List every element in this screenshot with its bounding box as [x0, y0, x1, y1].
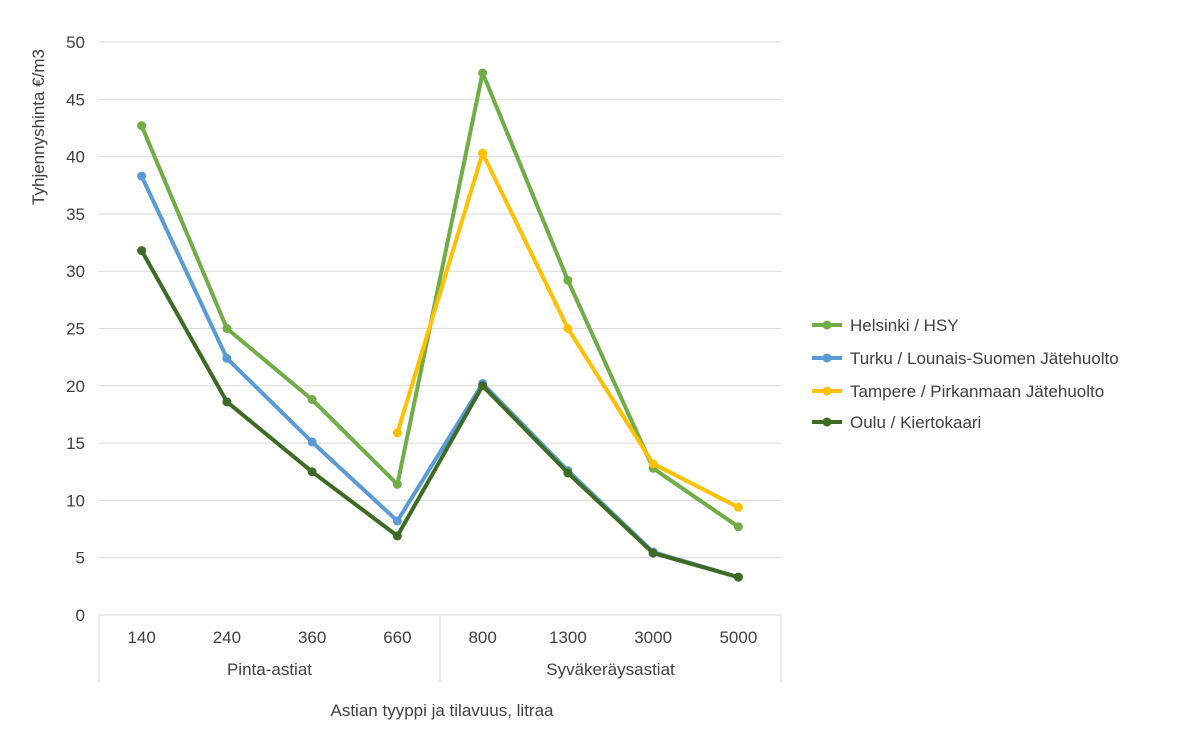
- series-line: [139, 70, 741, 529]
- data-point: [392, 516, 402, 526]
- data-point: [137, 121, 147, 131]
- data-point: [222, 353, 232, 363]
- legend-label: Tampere / Pirkanmaan Jätehuolto: [850, 382, 1104, 401]
- data-point: [563, 468, 573, 478]
- data-point: [648, 548, 658, 558]
- y-tick-label: 45: [66, 90, 85, 109]
- data-point: [392, 531, 402, 541]
- x-tick-label: 240: [213, 628, 241, 647]
- data-point: [222, 397, 232, 407]
- data-point: [733, 572, 743, 582]
- data-point: [478, 148, 488, 158]
- x-axis: 140 240 360 660 800 1300 3000 5000 Pinta-astiat S…: [98, 615, 782, 683]
- series-helsinki-hsy: [137, 68, 743, 532]
- series-lines: [137, 68, 743, 582]
- y-tick-label: 5: [76, 549, 85, 568]
- data-point: [563, 275, 573, 285]
- data-point: [733, 502, 743, 512]
- x-group-label: Syväkeräysastiat: [546, 660, 675, 679]
- legend-label: Oulu / Kiertokaari: [850, 413, 981, 432]
- series-oulu-kiertokaari: [137, 246, 743, 582]
- x-tick-label: 140: [127, 628, 155, 647]
- legend: Helsinki / HSY Turku / Lounais-Suomen Jät…: [812, 316, 1119, 432]
- y-tick-label: 20: [66, 377, 85, 396]
- x-group-label: Pinta-astiat: [227, 660, 312, 679]
- gridlines: [99, 41, 781, 616]
- y-axis-ticks: 0 5 10 15 20 25 30 35 40 45 50: [66, 33, 85, 625]
- data-point: [733, 522, 743, 532]
- data-point: [137, 246, 147, 256]
- x-tick-label: 660: [383, 628, 411, 647]
- data-point: [222, 324, 232, 333]
- data-point: [478, 68, 488, 78]
- y-tick-label: 25: [66, 320, 85, 339]
- y-tick-label: 0: [76, 606, 85, 625]
- x-tick-label: 1300: [549, 628, 587, 647]
- y-tick-label: 10: [66, 491, 85, 510]
- legend-swatch-marker: [822, 320, 832, 330]
- legend-swatch-marker: [822, 386, 832, 396]
- data-point: [307, 395, 317, 405]
- series-line: [139, 174, 741, 580]
- data-point: [392, 428, 402, 438]
- legend-swatch-marker: [822, 353, 832, 363]
- data-point: [478, 381, 488, 391]
- x-axis-label: Astian tyyppi ja tilavuus, litraa: [331, 701, 555, 720]
- x-tick-label: 360: [298, 628, 326, 647]
- y-tick-label: 40: [66, 148, 85, 167]
- data-point: [307, 467, 317, 477]
- series-tampere-pirkanmaan-jätehuolto: [392, 148, 743, 512]
- data-point: [392, 479, 402, 489]
- y-tick-label: 50: [66, 33, 85, 52]
- data-point: [137, 171, 147, 181]
- y-tick-label: 35: [66, 205, 85, 224]
- y-axis-label: Tyhjennyshinta €/m3: [29, 49, 48, 205]
- y-tick-label: 30: [66, 262, 85, 281]
- legend-label: Helsinki / HSY: [850, 316, 959, 335]
- legend-swatch-marker: [822, 417, 832, 427]
- series-turku-lounais-suomen-jätehuolto: [137, 171, 743, 582]
- x-tick-label: 5000: [719, 628, 757, 647]
- data-point: [307, 437, 317, 447]
- legend-label: Turku / Lounais-Suomen Jätehuolto: [850, 349, 1119, 368]
- data-point: [648, 459, 658, 469]
- x-tick-label: 3000: [634, 628, 672, 647]
- x-tick-label: 800: [468, 628, 496, 647]
- series-line: [139, 248, 741, 580]
- data-point: [563, 324, 573, 333]
- y-tick-label: 15: [66, 434, 85, 453]
